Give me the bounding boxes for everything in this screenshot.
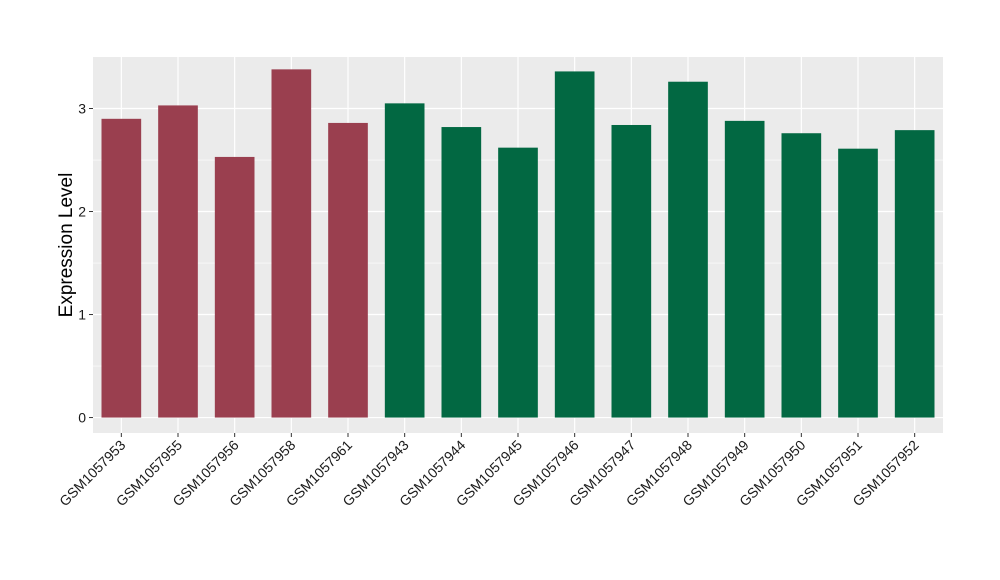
- bar-GSM1057955: [158, 105, 198, 418]
- y-axis-title: Expression Level: [56, 173, 77, 318]
- y-tick-label: 0: [78, 410, 86, 426]
- bar-GSM1057949: [724, 120, 765, 418]
- bar-GSM1057946: [554, 71, 595, 418]
- bar-GSM1057948: [668, 81, 708, 418]
- y-tick-label: 1: [78, 307, 86, 323]
- bar-GSM1057951: [838, 148, 878, 418]
- y-tick-label: 2: [78, 204, 86, 220]
- bars: [101, 69, 935, 418]
- bar-GSM1057943: [384, 103, 425, 418]
- bar-GSM1057958: [271, 69, 312, 418]
- y-tick-label: 3: [78, 101, 86, 117]
- bar-GSM1057945: [498, 147, 538, 418]
- bar-GSM1057944: [441, 127, 482, 418]
- bar-GSM1057947: [611, 124, 652, 418]
- bar-GSM1057956: [214, 156, 255, 418]
- bar-GSM1057952: [894, 130, 935, 418]
- bar-GSM1057961: [328, 122, 368, 418]
- y-axis: 0 1 2 3: [78, 101, 93, 426]
- bar-GSM1057953: [101, 118, 142, 418]
- bar-GSM1057950: [781, 133, 822, 418]
- x-axis: GSM1057953GSM1057955GSM1057956GSM1057958…: [56, 433, 922, 509]
